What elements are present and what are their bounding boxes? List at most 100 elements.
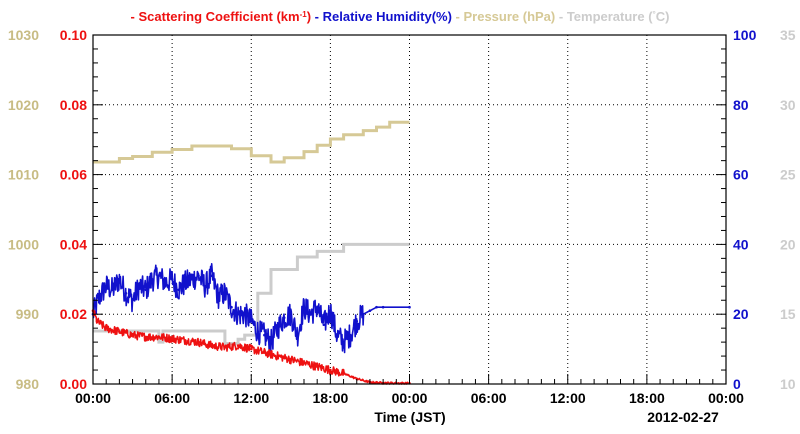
series-point-scattering	[131, 333, 134, 337]
date-label: 2012-02-27	[647, 409, 719, 425]
series-point-humidity	[170, 278, 174, 281]
temperature-axis-tick-label: 15	[780, 306, 796, 322]
series-point-humidity	[362, 312, 365, 316]
series-point-humidity	[322, 323, 326, 327]
series-point-scattering	[315, 365, 319, 368]
humidity-axis-tick-label: 60	[733, 167, 749, 183]
x-axis-tick-label: 18:00	[629, 390, 665, 406]
series-point-humidity	[203, 285, 207, 288]
series-point-humidity	[282, 316, 286, 320]
series-line-temperature	[93, 242, 410, 345]
x-axis-tick-label: 12:00	[233, 390, 269, 406]
series-point-scattering	[223, 346, 227, 349]
series-point-scattering	[289, 358, 293, 361]
series-point-scattering	[104, 326, 108, 330]
humidity-axis-tick-label: 20	[733, 306, 749, 322]
series-point-humidity	[124, 292, 128, 295]
series-point-humidity	[230, 305, 233, 309]
series-point-humidity	[236, 312, 240, 316]
scattering-axis-tick-label: 0.08	[60, 97, 87, 113]
axis-ticks	[92, 34, 727, 385]
legend-label: Temperature (	[567, 9, 653, 24]
legend-superscript: -1	[300, 10, 308, 19]
series-point-humidity	[315, 305, 319, 309]
series-point-humidity	[223, 292, 227, 295]
series-point-humidity	[375, 305, 378, 309]
series-point-scattering	[197, 340, 200, 344]
pressure-axis-tick-label: 1020	[8, 97, 39, 113]
series-point-humidity	[190, 278, 194, 281]
series-line-pressure	[93, 120, 410, 164]
series-point-humidity	[184, 281, 187, 285]
series-point-humidity	[348, 333, 352, 337]
series-point-humidity	[296, 333, 299, 337]
series-point-humidity	[217, 295, 220, 299]
scattering-axis-tick-label: 0.06	[60, 167, 87, 183]
x-axis-tick-label: 00:00	[392, 390, 428, 406]
x-axis-tick-label: 00:00	[75, 390, 111, 406]
series-point-humidity	[355, 319, 359, 323]
x-axis-tick-label: 00:00	[708, 390, 744, 406]
series-point-humidity	[329, 309, 332, 313]
legend-label: Relative Humidity(%)	[323, 9, 452, 24]
legend-marker: -	[452, 9, 464, 24]
chart-legend: - Scattering Coefficient (km-1) - Relati…	[131, 9, 670, 24]
scattering-axis-tick-label: 0.10	[60, 27, 87, 43]
series-point-humidity	[302, 305, 306, 309]
series-point-scattering	[184, 339, 187, 342]
series-point-humidity	[368, 309, 372, 313]
legend-degree-symbol: °	[653, 10, 656, 19]
legend-marker: -	[555, 9, 567, 24]
series-point-scattering	[236, 344, 240, 347]
legend-marker: -	[131, 9, 139, 24]
series-point-humidity	[269, 340, 273, 344]
series-point-scattering	[355, 377, 359, 381]
series-point-scattering	[210, 344, 213, 347]
series-point-humidity	[335, 333, 339, 337]
series-point-humidity	[157, 274, 161, 278]
temperature-axis-tick-label: 25	[780, 167, 796, 183]
x-axis-tick-label: 06:00	[154, 390, 190, 406]
axis-labels: 98099010001010102010300.000.020.040.060.…	[8, 27, 796, 406]
series-point-humidity	[276, 326, 279, 330]
scattering-axis-tick-label: 0.02	[60, 306, 87, 322]
series-point-humidity	[131, 298, 134, 302]
series-point-humidity	[118, 278, 121, 281]
temperature-axis-tick-label: 20	[780, 236, 796, 252]
series-point-scattering	[302, 361, 306, 365]
x-axis-tick-label: 18:00	[312, 390, 348, 406]
legend-suffix: C)	[656, 9, 670, 24]
temperature-axis-tick-label: 10	[780, 376, 796, 392]
pressure-axis-tick-label: 1010	[8, 167, 39, 183]
series-point-humidity	[164, 281, 167, 285]
humidity-axis-tick-label: 80	[733, 97, 749, 113]
humidity-axis-tick-label: 100	[733, 27, 757, 43]
series-point-humidity	[151, 278, 154, 281]
legend-marker: -	[311, 9, 323, 24]
x-axis-tick-label: 12:00	[550, 390, 586, 406]
series-point-scattering	[342, 372, 345, 375]
series-point-humidity	[342, 340, 345, 344]
pressure-axis-tick-label: 990	[16, 306, 40, 322]
series-point-scattering	[276, 354, 279, 358]
series-point-humidity	[111, 288, 115, 292]
series-point-humidity	[256, 330, 260, 333]
series-point-humidity	[408, 305, 411, 309]
series-point-scattering	[263, 351, 266, 354]
series-point-humidity	[104, 285, 108, 288]
legend-label: Pressure (hPa)	[463, 9, 555, 24]
series-point-humidity	[289, 312, 293, 316]
pressure-axis-tick-label: 1000	[8, 236, 39, 252]
series-point-humidity	[381, 305, 385, 309]
series-point-scattering	[170, 337, 174, 340]
humidity-axis-tick-label: 40	[733, 236, 749, 252]
series-point-humidity	[197, 274, 200, 278]
legend-suffix: )	[307, 9, 311, 24]
series-point-humidity	[98, 295, 101, 299]
series-point-humidity	[250, 319, 253, 323]
series-point-scattering	[95, 319, 99, 323]
series-point-humidity	[243, 312, 246, 316]
series-point-scattering	[118, 330, 121, 333]
